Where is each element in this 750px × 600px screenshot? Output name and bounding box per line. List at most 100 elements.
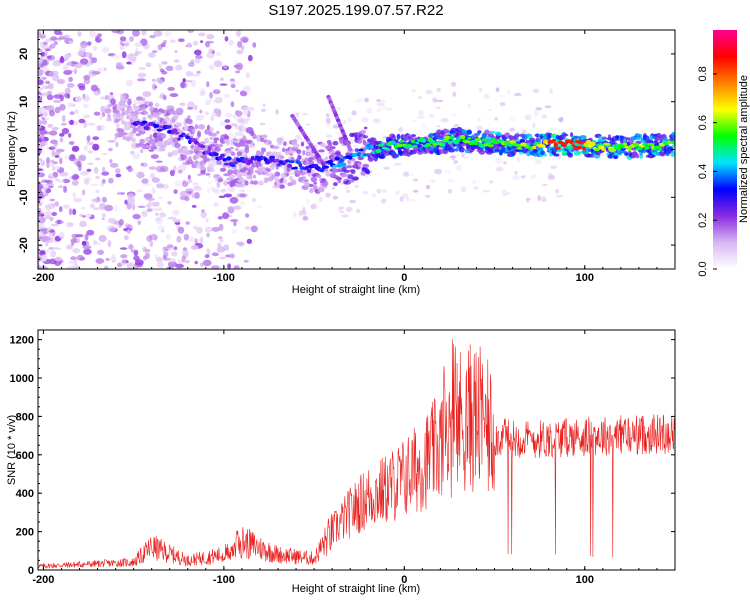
noise-blob (346, 189, 351, 194)
ridge-blob (145, 145, 152, 149)
ridge-blob (310, 176, 318, 183)
ridge-blob (144, 112, 148, 116)
ridge-core-blob (444, 135, 451, 141)
ridge-core-blob (623, 142, 628, 146)
ridge-core-blob (223, 162, 230, 166)
noise-blob (541, 114, 548, 119)
ridge-blob (186, 159, 194, 165)
noise-blob (208, 64, 215, 71)
noise-blob (247, 106, 255, 112)
noise-blob (550, 165, 557, 169)
noise-blob (326, 113, 330, 118)
noise-blob (165, 65, 174, 72)
ridge-blob (127, 98, 132, 103)
ridge-blob (226, 140, 230, 146)
ridge-blob (333, 182, 338, 187)
noise-blob (112, 54, 121, 60)
noise-blob (167, 216, 177, 220)
noise-blob (56, 78, 66, 85)
noise-blob (172, 219, 182, 223)
ridge-blob (484, 129, 490, 136)
ridge-blob (171, 150, 179, 156)
noise-blob (38, 231, 44, 237)
noise-blob (132, 30, 140, 37)
noise-blob (132, 152, 141, 160)
noise-blob (507, 89, 511, 94)
chart-title: S197.2025.199.07.57.R22 (268, 2, 443, 19)
ridge-blob (200, 164, 206, 171)
noise-blob (206, 81, 210, 88)
ridge-core-blob (269, 155, 276, 160)
noise-blob (199, 109, 203, 114)
noise-blob (53, 41, 58, 46)
noise-blob (59, 31, 63, 36)
noise-blob (318, 196, 323, 203)
noise-blob (69, 111, 75, 115)
noise-blob (50, 159, 54, 163)
noise-blob (47, 124, 53, 128)
noise-blob (444, 169, 452, 174)
noise-blob (223, 65, 228, 69)
noise-blob (92, 197, 102, 203)
colorbar-tick-label: 0.6 (697, 115, 709, 130)
noise-blob (418, 110, 424, 116)
ridge-blob (210, 157, 216, 161)
noise-blob (99, 113, 103, 121)
noise-blob (212, 100, 218, 104)
noise-blob (59, 103, 66, 111)
noise-blob (162, 94, 167, 101)
ridge-blob (368, 157, 374, 162)
noise-blob (49, 198, 56, 202)
noise-blob (229, 80, 237, 84)
noise-blob (195, 114, 205, 121)
ridge-blob (356, 138, 363, 144)
ridge-blob (342, 173, 349, 178)
ridge-core-blob (609, 147, 616, 153)
noise-blob (79, 44, 88, 49)
noise-blob (55, 148, 65, 153)
ridge-blob (205, 172, 211, 176)
noise-blob (49, 216, 54, 222)
noise-blob (151, 177, 160, 183)
noise-blob (38, 79, 44, 85)
noise-blob (107, 113, 111, 121)
ridge-blob (156, 140, 164, 147)
ridge-blob (140, 106, 147, 111)
ridge-blob (204, 137, 209, 144)
noise-blob (83, 176, 92, 183)
noise-blob (380, 188, 388, 193)
noise-blob (176, 235, 182, 243)
noise-blob (54, 166, 60, 170)
x-tick-label: 100 (576, 574, 594, 586)
noise-blob (228, 39, 234, 46)
noise-blob (43, 112, 48, 117)
noise-blob (77, 50, 85, 57)
noise-blob (109, 162, 119, 168)
ridge-blob (429, 150, 434, 154)
noise-blob (59, 157, 63, 165)
noise-blob (59, 171, 69, 177)
ridge-blob (117, 128, 124, 133)
ridge-blob (313, 181, 318, 185)
noise-blob (243, 259, 249, 263)
ridge-blob (363, 126, 368, 130)
ridge-blob (223, 180, 228, 186)
ridge-core-blob (412, 145, 418, 148)
noise-blob (182, 78, 186, 83)
noise-blob (78, 155, 86, 162)
noise-blob (116, 123, 120, 128)
noise-blob (179, 102, 186, 107)
ridge-blob (396, 133, 401, 140)
ridge-blob (245, 180, 249, 186)
noise-blob (72, 192, 76, 198)
ridge-blob (373, 140, 379, 146)
noise-blob (137, 205, 146, 208)
ridge-core-blob (298, 163, 303, 168)
colorbar-ramp (713, 30, 737, 269)
noise-blob (152, 50, 158, 53)
noise-blob (421, 122, 427, 128)
noise-blob (435, 99, 444, 103)
noise-blob (549, 88, 553, 94)
noise-blob (148, 233, 158, 241)
noise-blob (364, 97, 369, 103)
